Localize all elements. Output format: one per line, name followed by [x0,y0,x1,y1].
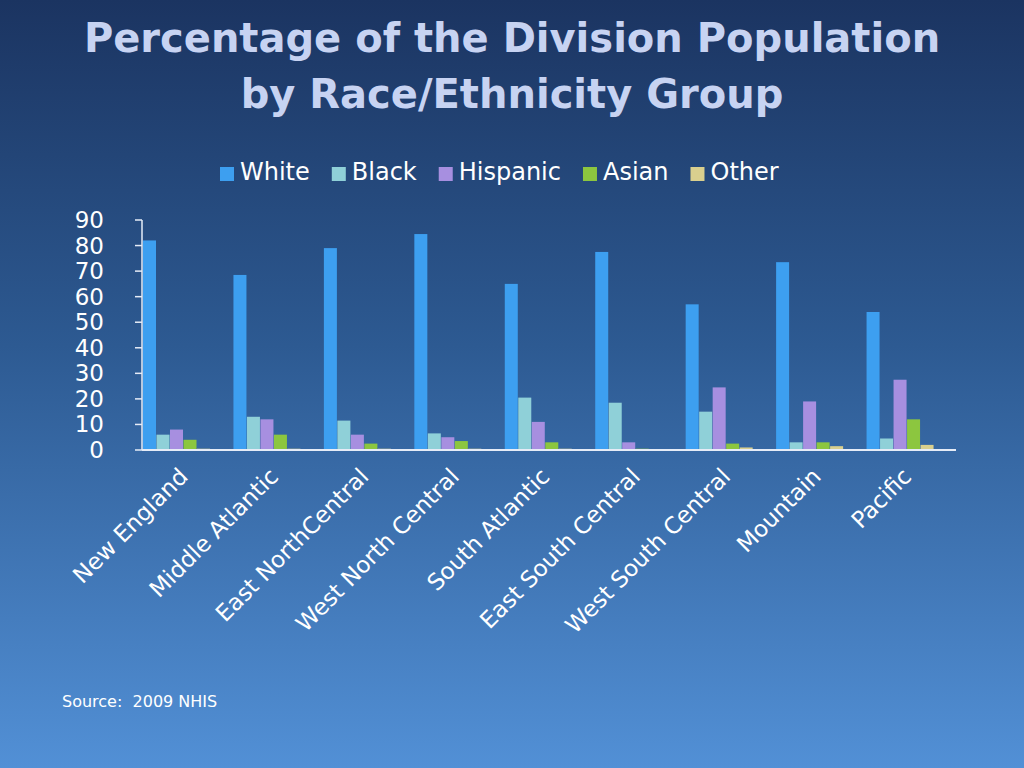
bar [545,442,558,450]
y-tick-label: 60 [75,284,104,310]
bar [170,430,183,450]
bar [414,234,427,450]
x-tick-label: Mountain [732,463,826,557]
chart: Percentage of the Division Population by … [0,0,1024,768]
bar [351,435,364,450]
bar [233,275,246,450]
legend-swatch [220,167,234,181]
legend-swatch [690,167,704,181]
y-tick-label: 80 [75,233,104,259]
bar [907,419,920,450]
y-tick [135,373,142,375]
bar [699,412,712,450]
legend-label: Asian [603,158,669,186]
bar [184,440,197,450]
bar [622,442,635,450]
y-tick-label: 90 [75,207,104,233]
y-axis [141,220,143,450]
title-line: by Race/Ethnicity Group [241,71,784,117]
bar [157,435,170,450]
title-line: Percentage of the Division Population [84,15,940,61]
title: Percentage of the Division Population by … [84,15,940,117]
bar [143,240,156,450]
bar [894,380,907,450]
bar [518,398,531,450]
y-tick [135,424,142,426]
x-tick-label: East South Central [475,463,645,633]
bars [143,234,934,450]
bar [880,439,893,451]
bar [247,417,260,450]
source: Source: 2009 NHIS [62,692,217,711]
bar [609,403,622,450]
legend-swatch [583,167,597,181]
legend-label: Black [352,158,417,186]
bar [713,387,726,450]
y-tick-label: 50 [75,309,104,335]
bar [441,437,454,450]
bar [455,441,468,450]
bar [595,252,608,450]
legend: White Black Hispanic Asian Other [220,158,779,186]
legend-label: Other [710,158,778,186]
bar [532,422,545,450]
y-tick-label: 30 [75,360,104,386]
bar [817,442,830,450]
legend-swatch [332,167,346,181]
y-tick [135,347,142,349]
bar [803,401,816,450]
bar [867,312,880,450]
bar [428,433,441,450]
legend-label: White [240,158,310,186]
y-tick [135,321,142,323]
x-tick-label: West South Central [560,463,735,638]
y-tick [135,449,142,451]
y-tick [135,398,142,400]
bar [790,442,803,450]
bar [324,248,337,450]
x-tick-label: West North Central [291,463,464,636]
background [0,0,1024,768]
y-tick-label: 10 [75,411,104,437]
bar [274,435,287,450]
y-tick-label: 0 [89,437,104,463]
y-tick [135,245,142,247]
y-tick [135,296,142,298]
legend-swatch [439,167,453,181]
bar [776,262,789,450]
legend-label: Hispanic [459,158,561,186]
y-tick-label: 20 [75,386,104,412]
bar [686,304,699,450]
y-tick-label: 40 [75,335,104,361]
x-axis [142,449,956,451]
bar [260,419,273,450]
y-tick-label: 70 [75,258,104,284]
x-tick-label: East NorthCentral [210,463,373,626]
x-tick-label: Pacific [846,463,916,533]
y-tick [135,270,142,272]
y-tick [135,219,142,221]
bar [505,284,518,450]
bar [337,421,350,450]
